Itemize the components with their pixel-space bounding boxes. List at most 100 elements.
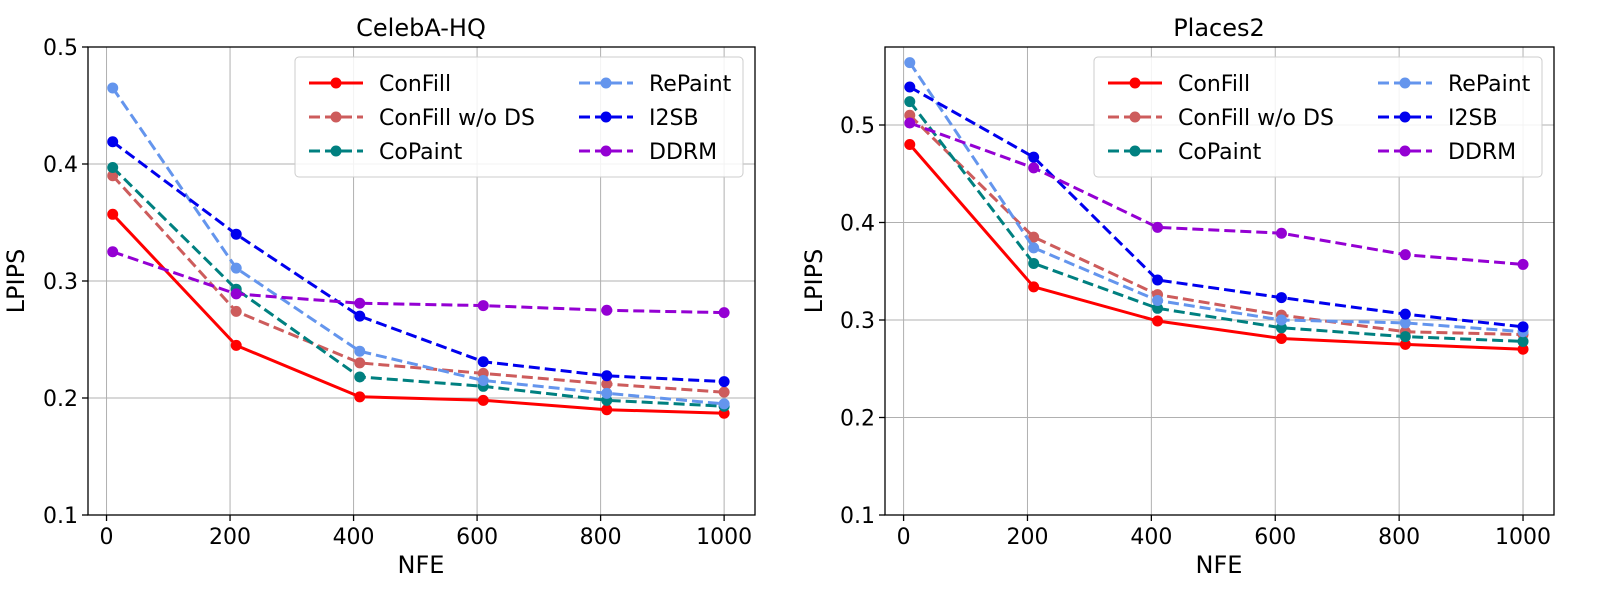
data-point [904,139,916,150]
y-tick-label: 0.1 [840,504,875,529]
y-tick-label: 0.2 [43,387,78,412]
data-point [1399,338,1411,350]
x-tick-label: 1000 [1495,525,1551,550]
series-i2sb [107,136,730,388]
legend-marker [330,145,342,157]
legend-marker [1129,145,1141,157]
x-tick-label: 600 [456,525,498,550]
data-point [107,170,119,182]
series-line [112,250,725,315]
y-tick-label: 0.5 [840,114,875,139]
data-point [718,398,730,410]
data-point [1028,231,1040,243]
data-point [107,208,119,220]
legend-box [1093,56,1543,178]
data-point [230,262,242,274]
legend-marker [600,77,612,89]
legend-label: RePaint [1448,72,1531,97]
legend-label: DDRM [649,140,717,165]
legend-marker [1399,77,1411,89]
x-tick-label: 1000 [696,525,752,550]
series-i2sb [904,81,1529,333]
data-point [230,305,242,317]
data-point [1275,333,1287,345]
data-point [1152,221,1164,233]
x-tick-label: 200 [1006,525,1048,550]
data-point [1028,281,1040,293]
data-point [354,297,366,309]
data-point [1517,258,1529,270]
x-axis-label: NFE [398,551,445,579]
series-repaint [107,82,730,410]
data-point [718,386,730,398]
data-point [477,356,489,368]
series-line [908,143,1524,351]
data-point [1028,242,1040,254]
ticks: 0 200 400 600 800 1000 0.1 0.2 0.3 0.4 0.5 [43,36,752,550]
data-point [230,288,242,300]
y-axis-label: LPIPS [800,249,828,314]
y-tick-label: 0.1 [43,504,78,529]
legend-item: CoPaint [309,140,463,165]
data-point [354,371,366,383]
legend: ConFill ConFill w/o DS CoPaint RePaint I2SB D… [1093,56,1543,178]
y-tick-label: 0.4 [43,153,78,178]
data-point [477,374,489,386]
data-point [1399,317,1411,329]
data-point [601,370,613,382]
legend-label: ConFill w/o DS [379,106,535,131]
legend-box [294,56,744,178]
series-line [111,166,725,408]
series-ddrm [107,246,730,319]
y-tick-label: 0.3 [43,270,78,295]
legend-label: CoPaint [379,140,463,165]
legend-marker [600,111,612,123]
legend-item: ConFill w/o DS [309,106,535,131]
data-point [107,82,119,94]
data-point [1028,257,1040,269]
data-point [1399,308,1411,320]
y-axis-label: LPIPS [2,249,30,314]
series-line [111,87,725,406]
axes-frame [884,46,1555,516]
data-point [904,96,916,108]
chart-title: Places2 [1173,14,1265,42]
x-tick-label: 800 [1378,525,1420,550]
x-tick-label: 800 [580,525,622,550]
legend-item: ConFill [1108,72,1250,97]
legend-label: I2SB [1448,106,1498,131]
legend-marker [1129,77,1141,89]
data-point [718,376,730,388]
data-point [477,300,489,312]
data-point [1517,321,1529,333]
series-line [909,121,1524,266]
series-line [111,140,725,384]
series-confill-w-o-ds [107,170,730,398]
series-line [111,174,725,394]
data-point [1152,302,1164,314]
series-confill [107,208,730,419]
data-point [230,228,242,240]
data-point [1517,343,1529,355]
data-point [904,109,916,121]
chart-places2: Places2 NFE LPIPS 0 200 400 600 800 1000 0.1 0.… [800,14,1555,579]
series-line [908,61,1524,334]
legend-item: RePaint [579,72,732,97]
legend-item: I2SB [579,106,699,131]
x-axis-label: NFE [1196,551,1243,579]
data-point [1399,331,1411,343]
y-tick-label: 0.5 [43,36,78,61]
ticks: 0 200 400 600 800 1000 0.1 0.2 0.3 0.4 0.5 [840,114,1551,550]
data-point [1275,314,1287,326]
legend-marker [330,111,342,123]
data-point [601,378,613,390]
y-tick-label: 0.4 [840,212,875,237]
legend-item: DDRM [579,140,717,165]
x-tick-label: 0 [897,525,911,550]
legend-label: ConFill w/o DS [1178,106,1334,131]
data-point [1152,295,1164,306]
data-point [601,304,613,316]
data-point [601,404,613,416]
data-point [1028,162,1040,174]
